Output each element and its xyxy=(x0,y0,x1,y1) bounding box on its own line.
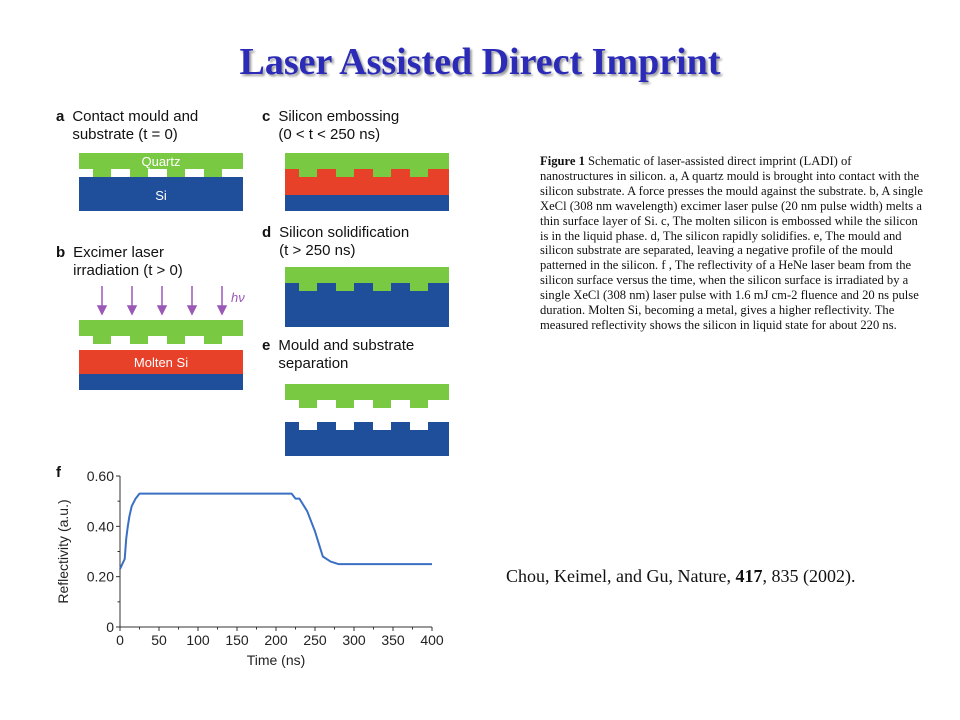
panel-d-line1: Silicon solidification xyxy=(279,224,410,241)
caption-text: Schematic of laser-assisted direct impri… xyxy=(540,154,923,332)
x-tick-label: 150 xyxy=(225,632,249,648)
x-tick-label: 100 xyxy=(186,632,210,648)
panel-a-label: a Contact mould and substrate (t = 0) xyxy=(56,108,198,144)
panel-letter: d xyxy=(262,224,272,241)
x-tick-label: 0 xyxy=(116,632,124,648)
laser-arrows xyxy=(96,286,228,316)
panel-d-label: d Silicon solidification (t > 250 ns) xyxy=(262,224,409,260)
si-label: Si xyxy=(155,188,167,203)
panel-b-diagram: hν Molten Si xyxy=(79,286,245,390)
panel-e-diagram xyxy=(285,384,449,456)
panel-c-line1: Silicon embossing xyxy=(278,108,400,125)
x-tick-label: 400 xyxy=(420,632,444,648)
x-tick-label: 200 xyxy=(264,632,288,648)
y-tick-label: 0.40 xyxy=(87,518,114,534)
quartz-label: Quartz xyxy=(141,154,180,169)
panel-letter: f xyxy=(56,464,61,481)
figure-caption: Figure 1 Schematic of laser-assisted dir… xyxy=(540,154,925,333)
x-tick-label: 250 xyxy=(303,632,327,648)
x-tick-label: 350 xyxy=(381,632,405,648)
panel-d-line2: (t > 250 ns) xyxy=(279,242,356,259)
panel-b-label: b Excimer laser irradiation (t > 0) xyxy=(56,244,183,280)
panel-c-line2: (0 < t < 250 ns) xyxy=(278,126,381,143)
citation-pages: , 835 (2002). xyxy=(762,566,856,586)
panel-d-diagram xyxy=(285,267,449,327)
panel-a-line1: Contact mould and xyxy=(72,108,199,125)
panel-e-line2: separation xyxy=(278,355,349,372)
hv-label: hν xyxy=(231,290,245,305)
panel-e-line1: Mould and substrate xyxy=(278,337,415,354)
x-tick-label: 50 xyxy=(151,632,167,648)
panel-b-line1: Excimer laser xyxy=(73,244,165,261)
y-tick-label: 0 xyxy=(106,619,114,635)
molten-si-label: Molten Si xyxy=(134,355,188,370)
panel-letter: e xyxy=(262,337,271,354)
panel-letter: a xyxy=(56,108,65,125)
panel-c-label: c Silicon embossing (0 < t < 250 ns) xyxy=(262,108,399,144)
y-tick-label: 0.60 xyxy=(87,468,114,484)
panel-b-line2: irradiation (t > 0) xyxy=(73,262,183,279)
panel-a-diagram: Quartz Si xyxy=(79,153,243,211)
x-axis-label: Time (ns) xyxy=(247,652,306,668)
panel-e-label: e Mould and substrate separation xyxy=(262,337,414,373)
panel-letter: b xyxy=(56,244,66,261)
y-axis-label: Reflectivity (a.u.) xyxy=(55,499,71,603)
panel-a-line2: substrate (t = 0) xyxy=(72,126,178,143)
y-tick-label: 0.20 xyxy=(87,569,114,585)
x-tick-label: 300 xyxy=(342,632,366,648)
panel-letter: c xyxy=(262,108,271,125)
panel-f-label: f xyxy=(56,464,69,482)
citation-authors: Chou, Keimel, and Gu, Nature, xyxy=(506,566,736,586)
caption-label: Figure 1 xyxy=(540,154,585,168)
citation-volume: 417 xyxy=(735,566,763,586)
reflectivity-line xyxy=(119,492,432,570)
reflectivity-chart: 0 50 100 150 200 250 300 350 400 0 0.20 0.40 0.60 Tim… xyxy=(55,468,444,668)
citation: Chou, Keimel, and Gu, Nature, 417, 835 (… xyxy=(506,566,855,587)
slide-title: Laser Assisted Direct Imprint xyxy=(239,41,721,83)
panel-c-diagram xyxy=(285,153,449,211)
